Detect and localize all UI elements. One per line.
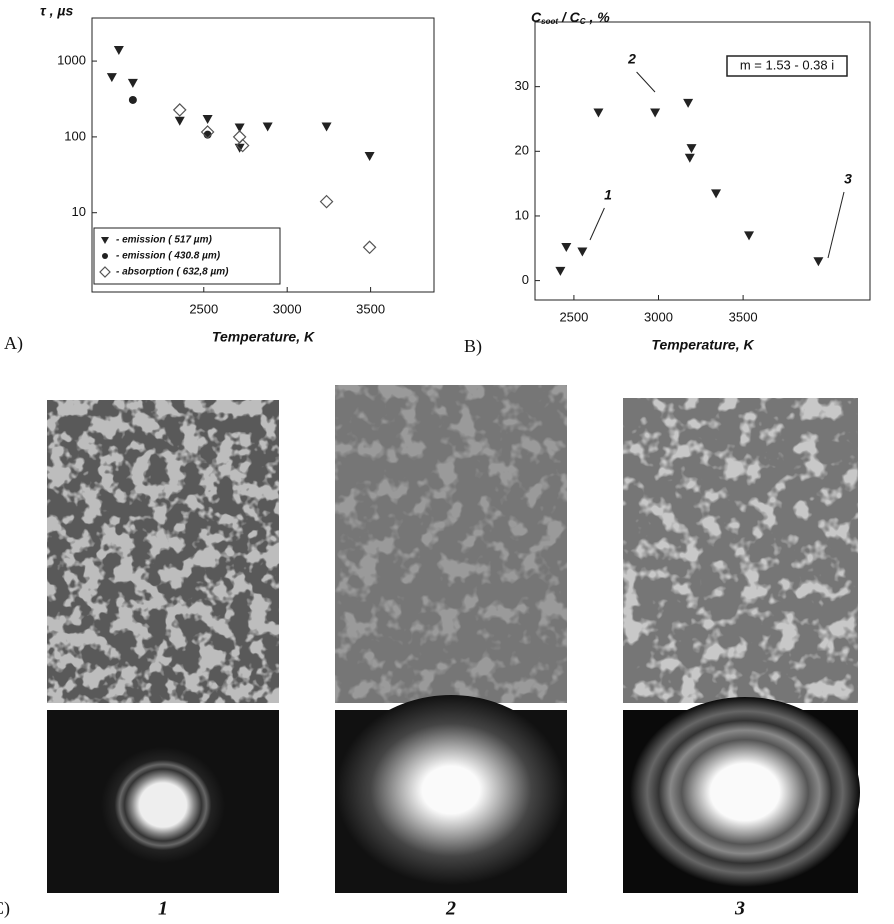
point [174,116,185,126]
point [593,108,604,118]
x-tick-label: 3500 [356,301,385,316]
micrograph-3 [623,398,858,703]
y-tick-label: 10 [515,207,529,222]
legend-marker [102,253,108,259]
caption: 3 [734,898,745,920]
point [234,123,245,133]
y-tick-label: 20 [515,143,529,158]
y-axis-label-part: C [580,17,586,26]
point [686,144,697,154]
plot-frame [91,17,435,293]
diffraction-ring [101,747,225,863]
panel-label: B) [464,336,482,357]
legend-label: - absorption ( 632,8 µm) [116,267,229,278]
y-tick-label: 0 [522,272,529,287]
diffraction-ring [336,695,566,885]
point [321,122,332,132]
point [555,266,566,276]
legend-label: - emission ( 430.8 µm) [116,251,221,262]
x-tick-label: 2500 [189,301,218,316]
x-tick-label: 3000 [644,309,673,324]
x-tick-label: 2500 [559,309,588,324]
y-tick-label: 1000 [57,53,86,68]
note-box [726,55,848,77]
point [364,151,375,161]
legend-label: - emission ( 517 µm) [116,235,212,246]
note-text: m = 1.53 - 0.38 i [740,57,834,72]
y-tick-label: 30 [515,78,529,93]
y-axis-label-part: / C [558,9,581,25]
point [235,138,250,153]
point [684,153,695,163]
legend-marker [99,266,111,278]
point [172,103,187,117]
point [319,194,334,209]
point [106,73,117,83]
x-axis-label: Temperature, K [651,337,754,353]
point [744,231,755,241]
point [650,108,661,118]
annotation-arrow [636,71,656,93]
panel-label: C) [0,898,10,919]
micrograph-1 [47,400,279,703]
point [262,122,273,132]
point [561,242,572,252]
micrograph-2 [335,385,567,703]
caption: 2 [445,898,456,920]
y-axis-label: Csoot / CC , % [531,9,610,26]
point [683,98,694,108]
x-tick-label: 3500 [729,309,758,324]
y-axis-label-part: soot [541,17,558,26]
point [127,78,138,88]
x-axis-label: Temperature, K [212,329,315,345]
point [813,257,824,267]
annotation: 2 [627,51,636,67]
x-tick-label: 3000 [273,301,302,316]
point [577,247,588,257]
y-axis-label-part: , % [586,9,611,25]
legend-box [93,227,281,285]
annotation-arrow [589,207,605,241]
point [200,125,215,139]
y-axis-label-part: C [531,9,542,25]
point [202,115,213,125]
point [128,95,137,104]
plot-frame [534,21,871,301]
caption: 1 [158,898,168,920]
point [362,240,377,255]
y-tick-label: 10 [72,204,86,219]
annotation-arrow [827,191,845,259]
legend-marker [101,237,109,244]
point [113,46,124,56]
panel-label: A) [4,333,23,354]
point [711,189,722,199]
y-tick-label: 100 [64,128,86,143]
annotation: 3 [844,171,852,187]
diffraction-ring [630,697,860,887]
annotation: 1 [604,187,612,203]
y-axis-label: τ , µs [40,3,73,19]
